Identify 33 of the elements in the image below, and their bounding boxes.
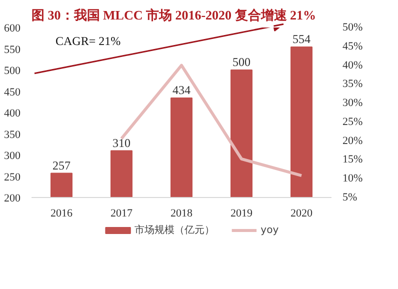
y2-tick-label: 30% (342, 97, 363, 110)
y2-tick-label: 10% (342, 172, 363, 185)
data-label: 257 (52, 158, 70, 172)
y-tick-label: 300 (4, 150, 21, 162)
y-tick-label: 600 (4, 22, 21, 34)
y-tick-label: 450 (4, 86, 21, 98)
y-tick-label: 400 (4, 108, 21, 120)
y2-tick-label: 25% (342, 116, 363, 128)
y2-tick-label: 20% (342, 134, 363, 147)
y2-tick-label: 40% (342, 59, 363, 72)
y-tick-label: 550 (4, 44, 21, 56)
legend-label: 市场规模（亿元） (134, 224, 215, 236)
x-tick-label: 2016 (50, 208, 73, 220)
y-tick-label: 200 (4, 192, 21, 204)
y2-tick-label: 15% (342, 154, 363, 166)
y-tick-label: 350 (4, 128, 21, 141)
y-tick-label: 250 (4, 171, 21, 184)
legend-label: yoy (260, 225, 279, 236)
data-label: 500 (232, 55, 250, 69)
y2-tick-label: 45% (342, 40, 363, 52)
x-tick-label: 2020 (290, 208, 313, 220)
y2-tick-label: 5% (342, 192, 358, 204)
data-label: 310 (112, 136, 130, 150)
y-tick-label: 500 (4, 65, 21, 77)
annotation: CAGR= 21% (56, 34, 121, 48)
x-tick-label: 2019 (230, 208, 253, 220)
chart-title: 图 30：我国 MLCC 市场 2016-2020 复合增速 21% (32, 8, 316, 22)
y2-tick-label: 50% (342, 22, 363, 34)
data-label: 434 (172, 83, 190, 98)
x-tick-label: 2018 (170, 208, 193, 220)
data-label: 554 (292, 32, 310, 46)
y2-tick-label: 35% (342, 78, 363, 90)
x-tick-label: 2017 (110, 208, 133, 220)
